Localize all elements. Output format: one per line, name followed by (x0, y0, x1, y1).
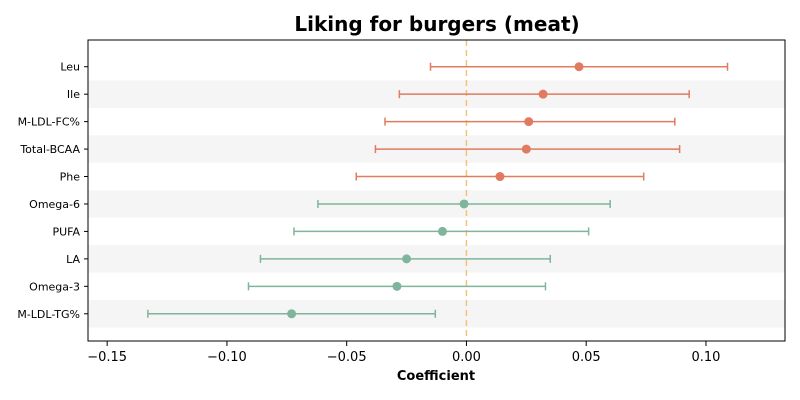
x-tick-label: −0.05 (327, 350, 367, 365)
x-tick-label: −0.15 (87, 350, 127, 365)
estimate-point (574, 62, 584, 72)
y-tick-label: Leu (60, 61, 80, 74)
x-axis-label: Coefficient (397, 369, 475, 384)
estimate-point (521, 144, 531, 154)
x-tick-label: 0.10 (691, 350, 720, 365)
plot-frame (87, 39, 786, 342)
estimate-point (495, 172, 505, 182)
chart-title: Liking for burgers (meat) (294, 12, 579, 36)
estimate-point (524, 117, 534, 127)
y-tick-label: M-LDL-FC% (18, 116, 80, 129)
y-tick-label: PUFA (52, 225, 80, 238)
y-tick-label: Omega-3 (29, 280, 80, 293)
estimate-point (538, 89, 548, 99)
x-axis: −0.15 −0.10 −0.05 0.00 0.05 0.10 (87, 341, 720, 365)
y-tick-label: M-LDL-TG% (17, 308, 80, 321)
x-tick-label: −0.10 (207, 350, 247, 365)
y-tick-label: Total-BCAA (19, 143, 80, 156)
estimate-point (459, 199, 469, 209)
y-tick-label: Phe (60, 171, 81, 184)
y-tick-label: LA (66, 253, 80, 266)
estimate-point (287, 309, 297, 319)
y-tick-label: Ile (67, 88, 80, 101)
estimate-point (392, 281, 402, 291)
x-tick-label: 0.00 (452, 350, 481, 365)
y-axis: Leu Ile M-LDL-FC% Total-BCAA Phe Omega-6 PUFA L… (17, 61, 88, 321)
y-tick-label: Omega-6 (29, 198, 80, 211)
estimate-point (402, 254, 412, 264)
estimate-points (287, 62, 584, 319)
x-tick-label: 0.05 (572, 350, 601, 365)
estimate-point (437, 226, 447, 236)
